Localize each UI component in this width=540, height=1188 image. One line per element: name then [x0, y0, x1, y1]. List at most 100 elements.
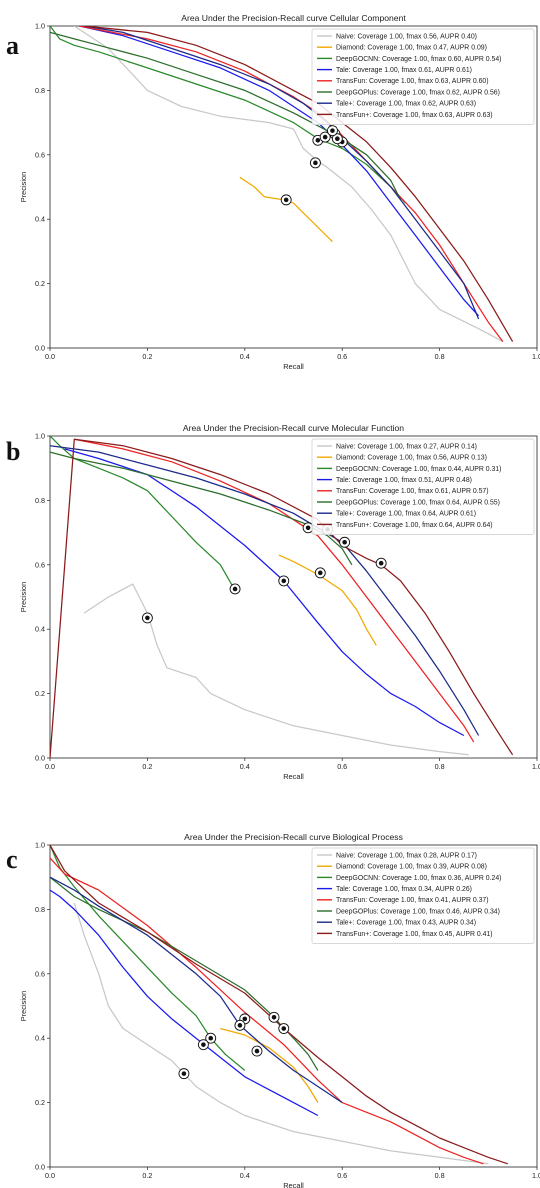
legend-entry: DeepGOPlus: Coverage 1.00, fmax 0.46, AU…	[336, 908, 500, 915]
x-tick-label: 0.0	[45, 352, 55, 361]
series-line-2	[50, 436, 236, 591]
x-tick-label: 0.2	[142, 762, 152, 771]
legend-entry: Naive: Coverage 1.00, fmax 0.28, AUPR 0.…	[336, 852, 477, 859]
plot-frame	[49, 25, 538, 349]
fmax-marker-0	[178, 1068, 190, 1080]
legend-entry: Diamond: Coverage 1.00, fmax 0.47, AUPR …	[336, 45, 487, 52]
y-axis-label: Precision	[19, 172, 28, 202]
fmax-marker-4	[302, 522, 314, 534]
panels: Area Under the Precision-Recall curve Ce…	[19, 13, 540, 1188]
legend-entry: Naive: Coverage 1.00, fmax 0.56, AUPR 0.…	[336, 33, 477, 40]
legend-entry: Diamond: Coverage 1.00, fmax 0.39, AUPR …	[336, 864, 487, 871]
legend-entry: DeepGOCNN: Coverage 1.00, fmax 0.36, AUP…	[336, 875, 501, 882]
panel-letter-a: a	[6, 31, 19, 60]
fmax-marker-6	[331, 133, 343, 145]
y-axis-label: Precision	[19, 991, 28, 1021]
y-tick-label: 0.4	[35, 215, 45, 224]
y-tick-label: 0.6	[35, 150, 45, 159]
x-tick-label: 0.2	[142, 1171, 152, 1180]
y-tick-label: 1.0	[35, 22, 45, 31]
fmax-marker-0	[309, 157, 321, 169]
x-tick-label: 0.8	[435, 762, 445, 771]
x-tick-label: 1.0	[532, 762, 540, 771]
legend-box	[311, 438, 535, 535]
y-tick-label: 0.2	[35, 279, 45, 288]
legend-entry: TransFun: Coverage 1.00, fmax 0.63, AUPR…	[336, 78, 489, 85]
legend-box	[311, 28, 535, 125]
x-tick-label: 0.2	[142, 352, 152, 361]
x-axis-label: Recall	[283, 1181, 304, 1188]
y-tick-label: 0.4	[35, 625, 45, 634]
legend-entry: Tale: Coverage 1.00, fmax 0.51, AUPR 0.4…	[336, 477, 472, 484]
fmax-marker-6	[234, 1019, 246, 1031]
x-tick-label: 0.6	[337, 352, 347, 361]
legend-entry: DeepGOPlus: Coverage 1.00, fmax 0.62, AU…	[336, 89, 500, 96]
legend: Naive: Coverage 1.00, fmax 0.27, AUPR 0.…	[311, 438, 535, 535]
y-tick-label: 0.0	[35, 344, 45, 353]
x-tick-label: 0.8	[435, 352, 445, 361]
chart-title: Area Under the Precision-Recall curve Bi…	[184, 832, 403, 842]
series-line-0	[83, 583, 469, 756]
y-tick-label: 0.2	[35, 1098, 45, 1107]
fmax-marker-7	[278, 1023, 290, 1034]
chart-panel-b: Area Under the Precision-Recall curve Mo…	[19, 423, 540, 781]
series-line-1	[220, 1027, 319, 1103]
legend-entry: Tale+: Coverage 1.00, fmax 0.62, AUPR 0.…	[336, 101, 476, 108]
panel-letter-b: b	[6, 437, 20, 466]
fmax-marker-5	[268, 1011, 280, 1023]
x-tick-label: 0.0	[45, 1171, 55, 1180]
legend-entry: DeepGOCNN: Coverage 1.00, fmax 0.44, AUP…	[336, 466, 501, 473]
x-tick-label: 1.0	[532, 1171, 540, 1180]
x-tick-label: 0.8	[435, 1171, 445, 1180]
y-tick-label: 0.0	[35, 754, 45, 763]
legend-box	[311, 847, 535, 944]
series-line-4	[79, 26, 504, 342]
fmax-marker-1	[280, 194, 292, 206]
series-line-1	[239, 176, 333, 243]
y-tick-label: 0.4	[35, 1034, 45, 1043]
legend: Naive: Coverage 1.00, fmax 0.28, AUPR 0.…	[311, 847, 535, 944]
fmax-marker-1	[314, 567, 326, 579]
x-tick-label: 0.6	[337, 1171, 347, 1180]
x-tick-label: 1.0	[532, 352, 540, 361]
legend-entry: DeepGOCNN: Coverage 1.00, fmax 0.60, AUP…	[336, 56, 501, 63]
x-axis-label: Recall	[283, 362, 304, 371]
legend-entry: TransFun: Coverage 1.00, fmax 0.41, AUPR…	[336, 897, 489, 904]
series-line-1	[278, 554, 377, 646]
fmax-marker-7	[375, 557, 387, 569]
fmax-marker-2	[229, 583, 241, 595]
fmax-marker-2	[205, 1032, 217, 1044]
x-tick-label: 0.4	[240, 1171, 250, 1180]
chart-panel-c: Area Under the Precision-Recall curve Bi…	[19, 832, 540, 1188]
fmax-marker-0	[141, 612, 153, 624]
y-tick-label: 0.0	[35, 1163, 45, 1172]
fmax-marker-3	[319, 131, 331, 143]
y-axis-label: Precision	[19, 582, 28, 612]
fmax-marker-6	[339, 536, 351, 548]
series-line-7	[84, 26, 514, 342]
panel-letter-c: c	[6, 845, 18, 874]
series-line-4	[74, 438, 475, 743]
legend-entry: Tale+: Coverage 1.00, fmax 0.43, AUPR 0.…	[336, 920, 476, 927]
y-tick-label: 0.2	[35, 689, 45, 698]
series-line-7	[50, 845, 508, 1165]
legend-entry: TransFun+: Coverage 1.00, fmax 0.63, AUP…	[336, 112, 493, 119]
legend-entry: Diamond: Coverage 1.00, fmax 0.56, AUPR …	[336, 455, 487, 462]
series-line-4	[50, 857, 484, 1165]
fmax-marker-1	[251, 1045, 263, 1057]
y-tick-label: 0.8	[35, 496, 45, 505]
series-group	[50, 845, 508, 1165]
legend-entry: Naive: Coverage 1.00, fmax 0.27, AUPR 0.…	[336, 443, 477, 450]
y-tick-label: 0.8	[35, 86, 45, 95]
legend-entry: TransFun+: Coverage 1.00, fmax 0.45, AUP…	[336, 931, 493, 938]
chart-title: Area Under the Precision-Recall curve Ce…	[181, 13, 406, 23]
legend-entry: Tale: Coverage 1.00, fmax 0.34, AUPR 0.2…	[336, 886, 472, 893]
legend-entry: Tale: Coverage 1.00, fmax 0.61, AUPR 0.6…	[336, 67, 472, 74]
y-tick-label: 1.0	[35, 432, 45, 441]
legend-entry: Tale+: Coverage 1.00, fmax 0.64, AUPR 0.…	[336, 511, 476, 518]
legend-entry: TransFun: Coverage 1.00, fmax 0.61, AUPR…	[336, 488, 489, 495]
y-tick-label: 0.6	[35, 969, 45, 978]
legend: Naive: Coverage 1.00, fmax 0.56, AUPR 0.…	[311, 28, 535, 125]
series-line-5	[50, 451, 353, 566]
